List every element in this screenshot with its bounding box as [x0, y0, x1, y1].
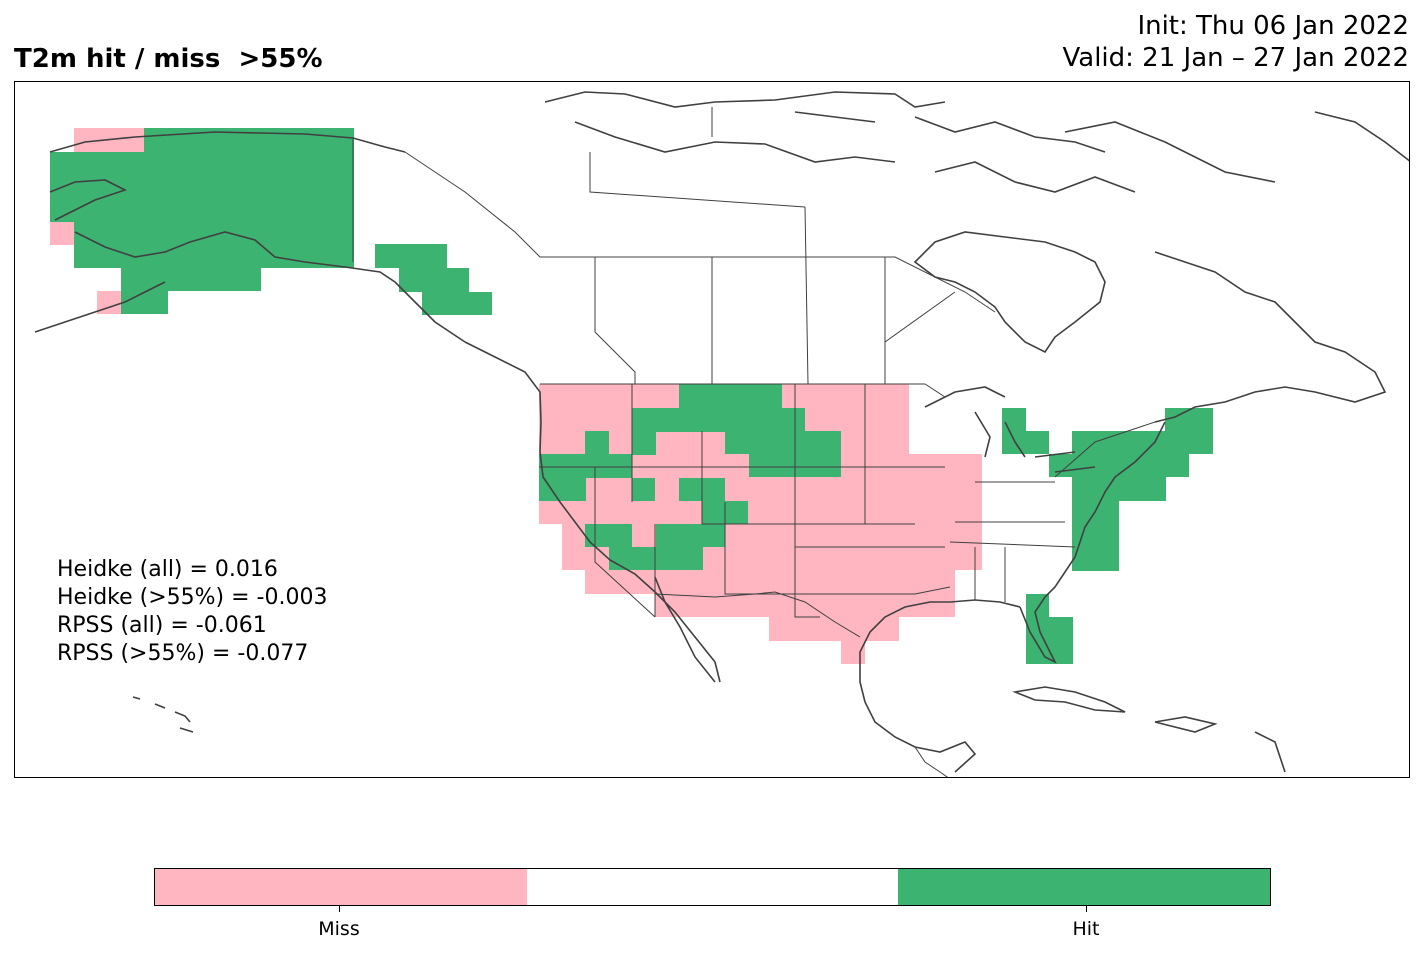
hit-cell [399, 268, 469, 292]
hit-cell [144, 128, 354, 268]
hit-cell [632, 408, 782, 432]
hawaii [132, 696, 194, 733]
hit-cell [585, 524, 632, 547]
hit-cell [585, 431, 609, 454]
colorbar [154, 868, 1271, 906]
hit-cell [539, 478, 586, 501]
miss-cell [50, 222, 74, 245]
colorbar-tick [339, 906, 340, 912]
date-info: Init: Thu 06 Jan 2022 Valid: 21 Jan – 27… [1063, 10, 1410, 74]
hit-cell [1072, 547, 1096, 571]
hudson-bay [913, 231, 1106, 354]
west-coast [464, 341, 721, 683]
hit-cell [375, 244, 447, 268]
valid-period: Valid: 21 Jan – 27 Jan 2022 [1062, 43, 1410, 73]
coastline-layer [34, 91, 1409, 773]
score-heidke-55: Heidke (>55%) = -0.003 [57, 585, 328, 610]
canada-provinces [404, 107, 996, 385]
hit-cell [50, 152, 144, 222]
score-rpss-55: RPSS (>55%) = -0.077 [57, 641, 309, 666]
map-title: T2m hit / miss >55% [14, 44, 323, 74]
hit-cell [1002, 408, 1026, 454]
hit-cell [679, 384, 782, 408]
hit-cell [632, 478, 655, 501]
border-layer [352, 107, 1156, 777]
gulf-coast [859, 599, 1021, 773]
central-america [914, 741, 976, 777]
great-lakes [924, 386, 1096, 473]
colorbar-miss-segment [155, 869, 527, 905]
hit-cell [539, 454, 632, 478]
hit-cell [121, 268, 261, 291]
cell-layer [50, 128, 1213, 664]
hit-cell [609, 547, 656, 570]
hit-cell [679, 547, 703, 570]
score-box: Heidke (all) = 0.016 Heidke (>55%) = -0.… [57, 556, 327, 668]
hit-cell [782, 408, 805, 431]
alaska-coast [34, 131, 466, 343]
hit-cell [1049, 454, 1189, 477]
hit-cell [725, 431, 782, 454]
hit-cell [1165, 408, 1213, 431]
hit-cell [632, 408, 656, 455]
miss-cell [97, 291, 121, 314]
hit-cell [1026, 431, 1049, 454]
hit-cell [679, 524, 725, 547]
score-heidke-all: Heidke (all) = 0.016 [57, 557, 278, 582]
miss-cell [935, 454, 982, 570]
caribbean [1012, 686, 1286, 773]
hit-cell [422, 292, 492, 315]
hit-cell [121, 291, 168, 314]
mexico-border [654, 591, 861, 638]
hit-cell [1026, 617, 1073, 664]
colorbar-neutral-segment [526, 869, 899, 905]
us-canada-border [352, 138, 1156, 478]
us-states [539, 384, 1076, 618]
map-panel [14, 81, 1410, 778]
east-coast [1019, 251, 1387, 664]
colorbar-hit-segment [898, 869, 1271, 905]
score-rpss-all: RPSS (all) = -0.061 [57, 613, 267, 638]
arctic-islands [544, 91, 1409, 193]
hit-cell [782, 431, 841, 454]
hit-cell [656, 524, 679, 570]
colorbar-label-hit: Hit [1072, 918, 1100, 940]
hit-cell [74, 222, 144, 268]
miss-cell [818, 617, 888, 641]
hit-cell [1072, 431, 1119, 454]
hit-cell [1119, 431, 1213, 454]
hit-cell [1072, 477, 1166, 501]
map-canvas [34, 91, 1409, 777]
colorbar-label-miss: Miss [318, 918, 360, 940]
colorbar-tick [1086, 906, 1087, 912]
miss-cell [841, 641, 865, 664]
init-date: Init: Thu 06 Jan 2022 [1137, 11, 1409, 41]
